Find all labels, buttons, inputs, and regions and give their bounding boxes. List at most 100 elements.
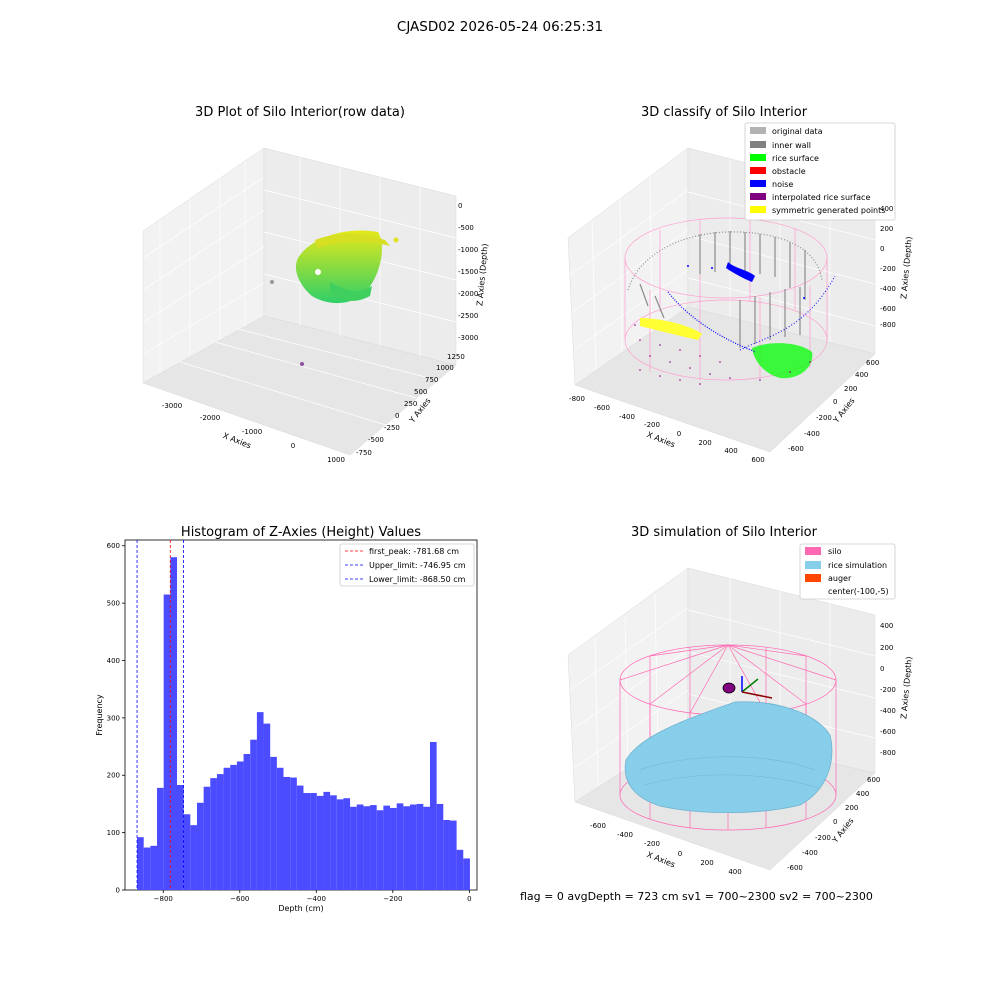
histogram-y-ticks: 0 100 200 300 400 500 600 bbox=[107, 542, 125, 895]
x-tick: 0 bbox=[677, 430, 681, 438]
histogram-bar bbox=[456, 849, 464, 890]
suptitle: CJASD02 2026-05-24 06:25:31 bbox=[397, 19, 603, 35]
legend-swatch bbox=[750, 180, 766, 187]
histogram-bar bbox=[223, 767, 231, 890]
histogram-bar bbox=[210, 778, 217, 890]
histogram-bar bbox=[310, 793, 317, 890]
histogram-bar bbox=[276, 767, 284, 890]
x-tick: -400 bbox=[619, 413, 635, 421]
histogram-bar bbox=[150, 845, 158, 890]
z-tick: -400 bbox=[880, 707, 896, 715]
legend-swatch bbox=[805, 561, 821, 569]
legend-swatch bbox=[805, 574, 821, 582]
auger-marker bbox=[722, 682, 736, 694]
legend-swatch bbox=[750, 127, 766, 134]
y-axis-label: Frequency bbox=[95, 694, 104, 736]
grid-lines bbox=[569, 159, 876, 371]
legend-label: rice simulation bbox=[828, 561, 887, 570]
histogram-bar bbox=[170, 557, 177, 890]
histogram-reference-lines bbox=[136, 540, 184, 890]
y-tick: 200 bbox=[844, 385, 857, 393]
histogram-bar bbox=[216, 774, 224, 890]
z-tick: -400 bbox=[880, 285, 896, 293]
x-tick-label: −800 bbox=[154, 895, 173, 903]
axis-arrow-y bbox=[741, 678, 759, 693]
y-tick: 750 bbox=[425, 376, 438, 384]
panel-classify: 3D classify of Silo Interior bbox=[567, 105, 914, 464]
histogram-bar bbox=[330, 795, 337, 890]
y-tick: -400 bbox=[804, 430, 820, 438]
panel-title-classify: 3D classify of Silo Interior bbox=[641, 105, 808, 120]
z-tick: 0 bbox=[880, 245, 884, 253]
noise-points bbox=[667, 262, 836, 353]
y-tick-label: 0 bbox=[116, 887, 120, 895]
histogram-bar bbox=[429, 741, 437, 890]
symmetric-points bbox=[640, 318, 702, 340]
x-tick: -400 bbox=[617, 831, 633, 839]
legend-swatch bbox=[750, 154, 766, 161]
histogram-bar bbox=[157, 787, 164, 890]
silo-wireframe bbox=[624, 217, 828, 381]
histogram-bar bbox=[383, 805, 391, 890]
y-tick-label: 100 bbox=[107, 829, 120, 837]
histogram-bar bbox=[290, 777, 297, 890]
panel-raw-data: 3D Plot of Silo Interior(row data) bbox=[142, 105, 490, 464]
y-tick: -600 bbox=[788, 445, 804, 453]
legend-swatch bbox=[750, 193, 766, 200]
surface-mesh-line bbox=[644, 774, 819, 789]
legend-label: inner wall bbox=[772, 141, 811, 150]
y-tick-label: 200 bbox=[107, 772, 120, 780]
legend-swatch bbox=[750, 141, 766, 148]
inner-wall-points bbox=[627, 231, 823, 348]
legend-swatch bbox=[805, 547, 821, 555]
histogram-x-ticks: −800 −600 −400 −200 0 bbox=[154, 890, 472, 903]
histogram-bar bbox=[350, 806, 357, 890]
legend-label: original data bbox=[772, 127, 823, 136]
x-tick: -600 bbox=[590, 822, 606, 830]
x-tick-label: −600 bbox=[230, 895, 249, 903]
histogram-bar bbox=[370, 805, 377, 890]
y-tick: 0 bbox=[395, 412, 399, 420]
histogram-bar bbox=[436, 803, 444, 890]
legend-classify: original data inner wall rice surface ob… bbox=[744, 122, 896, 221]
z-tick: 0 bbox=[458, 202, 462, 210]
legend-label: Upper_limit: -746.95 cm bbox=[369, 561, 466, 570]
z-tick: -2500 bbox=[458, 312, 478, 320]
z-tick: -800 bbox=[880, 321, 896, 329]
z-tick: -500 bbox=[458, 224, 474, 232]
y-tick: 200 bbox=[845, 804, 858, 812]
y-tick: 250 bbox=[404, 400, 417, 408]
legend-simulation: silo rice simulation auger center(-100,-… bbox=[799, 543, 896, 600]
histogram-bar bbox=[143, 847, 151, 890]
histogram-bar bbox=[176, 785, 184, 890]
x-tick: 200 bbox=[700, 859, 713, 867]
histogram-bar bbox=[376, 810, 384, 890]
z-tick: 200 bbox=[880, 644, 893, 652]
x-tick: -3000 bbox=[162, 402, 182, 410]
panel-title-simulation: 3D simulation of Silo Interior bbox=[631, 525, 818, 540]
y-tick-label: 300 bbox=[107, 714, 120, 722]
y-tick: 600 bbox=[867, 776, 880, 784]
z-tick: -800 bbox=[880, 749, 896, 757]
pane-floor bbox=[142, 315, 457, 456]
legend-label: Lower_limit: -868.50 cm bbox=[369, 575, 466, 584]
rice-simulation-surface bbox=[624, 701, 833, 814]
y-tick: -600 bbox=[787, 864, 803, 872]
z-tick: -600 bbox=[880, 728, 896, 736]
legend-label: interpolated rice surface bbox=[772, 193, 870, 202]
z-tick: -600 bbox=[880, 305, 896, 313]
histogram-bar bbox=[363, 806, 371, 890]
x-tick: 400 bbox=[724, 447, 737, 455]
panel-simulation: 3D simulation of Silo Interior bbox=[567, 525, 914, 876]
x-tick: 0 bbox=[291, 442, 295, 450]
outlier-point bbox=[300, 362, 304, 366]
histogram-bar bbox=[343, 798, 351, 890]
y-tick-label: 600 bbox=[107, 542, 120, 550]
legend-label: noise bbox=[772, 180, 793, 189]
z-tick: -2000 bbox=[458, 290, 478, 298]
x-axis-label: X Axies bbox=[646, 850, 677, 869]
histogram-bar bbox=[403, 806, 411, 890]
histogram-bar bbox=[190, 825, 197, 890]
y-tick: 400 bbox=[856, 790, 869, 798]
